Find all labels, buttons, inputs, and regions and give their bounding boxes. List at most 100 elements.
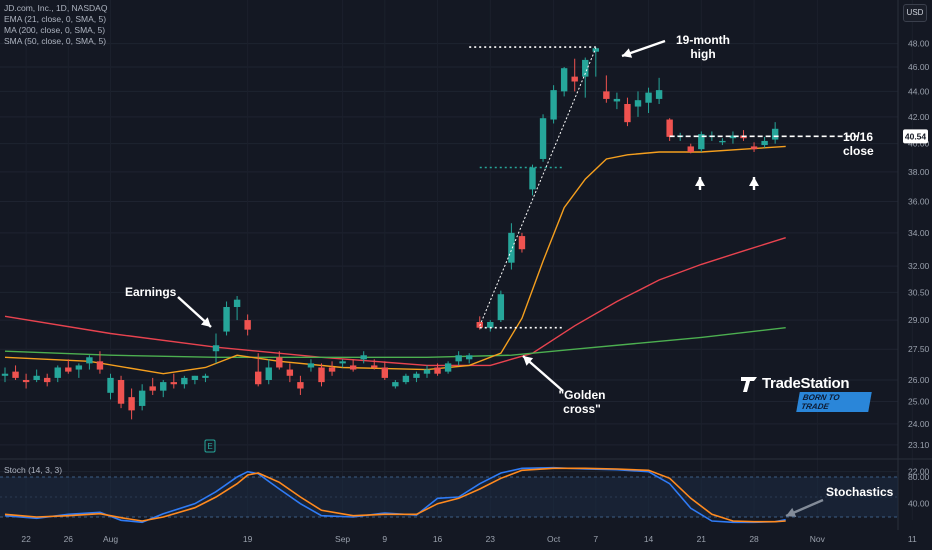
time-tick-label: 23 xyxy=(486,534,496,544)
time-tick-label: 9 xyxy=(382,534,387,544)
candle xyxy=(392,380,399,389)
candle-body xyxy=(444,363,452,372)
candle-body xyxy=(487,321,494,328)
price-tick-label: 42.00 xyxy=(908,112,930,122)
time-tick-label: 28 xyxy=(749,534,759,544)
candle-body xyxy=(392,382,399,387)
candle xyxy=(1,367,9,383)
candle-body xyxy=(771,128,779,140)
candle xyxy=(645,87,652,114)
candle xyxy=(613,92,621,110)
candle-body xyxy=(75,365,83,370)
candle-body xyxy=(191,375,199,380)
price-tick-label: 29.00 xyxy=(908,315,930,325)
candle xyxy=(265,359,272,385)
candle xyxy=(550,85,557,124)
candle-body xyxy=(349,365,357,370)
stoch-tick-label: 80.00 xyxy=(908,472,930,482)
candle-body xyxy=(128,397,135,411)
candle xyxy=(518,232,526,253)
candle xyxy=(761,136,768,148)
price-tick-label: 38.00 xyxy=(908,167,930,177)
candle xyxy=(54,365,61,383)
candle-body xyxy=(117,380,125,404)
candle xyxy=(719,138,726,146)
annotation-10-16-close: 10/16 close xyxy=(843,130,874,158)
candle-body xyxy=(719,140,726,143)
time-tick-label: 22 xyxy=(21,534,31,544)
candle xyxy=(149,377,156,395)
ema21-line xyxy=(4,145,786,375)
candle-body xyxy=(107,377,114,393)
time-tick-label: Aug xyxy=(103,534,118,544)
candle-body xyxy=(381,367,388,378)
candle xyxy=(698,131,705,152)
candle-body xyxy=(413,373,420,378)
last-price-badge xyxy=(903,129,928,144)
candle xyxy=(423,365,431,378)
time-tick-label: 11 xyxy=(908,534,917,544)
candle-body xyxy=(65,367,72,372)
earnings-marker: E xyxy=(204,439,216,453)
arrow-head xyxy=(622,48,633,58)
candle-body xyxy=(181,377,188,385)
candle xyxy=(202,373,209,383)
candle-body xyxy=(434,367,441,374)
time-tick-label: 16 xyxy=(433,534,443,544)
candle xyxy=(128,388,135,420)
candle xyxy=(86,355,93,370)
candle xyxy=(233,296,241,321)
candle xyxy=(318,363,325,387)
candle xyxy=(539,114,547,162)
price-tick-label: 24.00 xyxy=(908,419,930,429)
legend-ema21: EMA (21, close, 0, SMA, 5) xyxy=(4,14,107,24)
candles xyxy=(1,47,779,420)
candle-body xyxy=(371,365,378,368)
tradestation-logo: TradeStation BORN TO TRADE xyxy=(740,373,872,413)
price-tick-label: 25.00 xyxy=(908,397,930,407)
candle-body xyxy=(12,371,19,378)
candle xyxy=(307,359,315,372)
candle xyxy=(560,67,568,97)
candle-body xyxy=(423,369,431,374)
candle xyxy=(212,333,220,364)
candle xyxy=(349,359,357,372)
candle xyxy=(750,142,758,152)
arrow-head xyxy=(523,356,534,366)
candle xyxy=(138,384,146,411)
time-tick-label: 7 xyxy=(593,534,598,544)
time-tick-label: 19 xyxy=(243,534,253,544)
candle xyxy=(666,118,673,141)
candle-body xyxy=(265,367,272,380)
candle xyxy=(96,351,104,374)
candle-body xyxy=(138,390,146,406)
last-price-label: 40.54 xyxy=(905,131,927,141)
candle-body xyxy=(582,59,589,77)
stoch-tick-label: 40.00 xyxy=(908,499,930,509)
candle-body xyxy=(455,355,462,362)
arrow-head xyxy=(200,317,211,327)
candle xyxy=(687,143,694,154)
currency-button[interactable]: USD xyxy=(903,4,927,22)
legend-sma50: SMA (50, close, 0, SMA, 5) xyxy=(4,36,107,46)
candle xyxy=(244,314,251,336)
candle-body xyxy=(529,167,536,190)
earnings-marker-glyph: E xyxy=(207,442,212,451)
stoch-d-line xyxy=(4,467,786,523)
candle xyxy=(33,369,40,383)
price-tick-label: 23.10 xyxy=(908,440,930,450)
arrow-to-high xyxy=(621,39,666,58)
candle-body xyxy=(233,299,241,308)
candle-body xyxy=(518,236,526,250)
candle xyxy=(634,91,642,117)
candle-body xyxy=(729,135,737,139)
candle xyxy=(466,353,473,364)
candle-body xyxy=(149,386,156,391)
price-tick-label: 46.00 xyxy=(908,62,930,72)
time-tick-label: 21 xyxy=(697,534,707,544)
candle xyxy=(276,351,283,370)
candle xyxy=(339,359,346,368)
earnings-marker-box xyxy=(204,439,216,453)
candle xyxy=(603,75,610,103)
